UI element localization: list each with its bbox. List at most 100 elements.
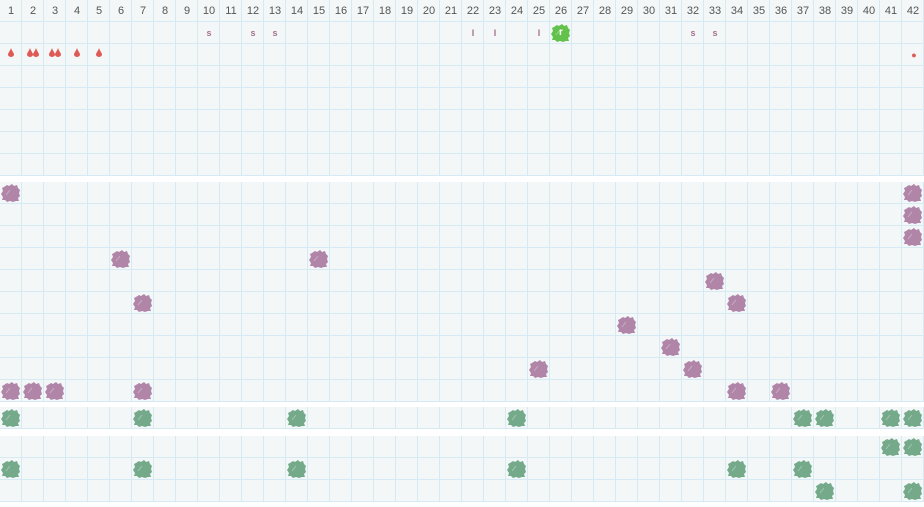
grid-cell[interactable] xyxy=(792,66,814,88)
grid-cell[interactable] xyxy=(418,0,440,22)
grid-cell[interactable] xyxy=(484,314,506,336)
grid-cell[interactable] xyxy=(594,270,616,292)
grid-cell[interactable] xyxy=(462,154,484,176)
grid-cell[interactable] xyxy=(132,480,154,502)
grid-cell[interactable] xyxy=(286,480,308,502)
green-marker[interactable] xyxy=(726,458,748,480)
grid-cell[interactable] xyxy=(286,314,308,336)
grid-cell[interactable] xyxy=(418,407,440,429)
grid-cell[interactable] xyxy=(0,314,22,336)
grid-cell[interactable] xyxy=(308,44,330,66)
grid-cell[interactable] xyxy=(638,66,660,88)
grid-cell[interactable] xyxy=(88,314,110,336)
green-marker[interactable] xyxy=(902,436,924,458)
grid-cell[interactable] xyxy=(616,458,638,480)
grid-cell[interactable] xyxy=(836,110,858,132)
grid-cell[interactable] xyxy=(198,292,220,314)
grid-cell[interactable] xyxy=(506,314,528,336)
grid-cell[interactable] xyxy=(374,154,396,176)
grid-cell[interactable] xyxy=(880,336,902,358)
grid-cell[interactable] xyxy=(858,480,880,502)
grid-cell[interactable] xyxy=(220,480,242,502)
grid-cell[interactable] xyxy=(902,380,924,402)
grid-cell[interactable] xyxy=(176,44,198,66)
grid-cell[interactable] xyxy=(858,154,880,176)
grid-cell[interactable] xyxy=(638,248,660,270)
grid-cell[interactable] xyxy=(242,436,264,458)
grid-cell[interactable] xyxy=(660,358,682,380)
grid-cell[interactable] xyxy=(440,358,462,380)
grid-cell[interactable] xyxy=(110,407,132,429)
grid-cell[interactable] xyxy=(374,436,396,458)
drop-icon[interactable] xyxy=(44,44,66,66)
grid-cell[interactable] xyxy=(638,44,660,66)
grid-cell[interactable] xyxy=(22,380,44,402)
grid-cell[interactable] xyxy=(286,132,308,154)
grid-cell[interactable] xyxy=(308,480,330,502)
grid-cell[interactable] xyxy=(836,0,858,22)
grid-cell[interactable] xyxy=(176,358,198,380)
grid-cell[interactable] xyxy=(198,380,220,402)
grid-cell[interactable] xyxy=(154,436,176,458)
grid-cell[interactable] xyxy=(22,226,44,248)
grid-cell[interactable] xyxy=(770,480,792,502)
grid-cell[interactable] xyxy=(66,204,88,226)
grid-cell[interactable] xyxy=(330,336,352,358)
grid-cell[interactable] xyxy=(682,132,704,154)
grid-cell[interactable] xyxy=(286,110,308,132)
grid-cell[interactable] xyxy=(176,270,198,292)
grid-cell[interactable] xyxy=(352,44,374,66)
grid-cell[interactable] xyxy=(264,88,286,110)
grid-cell[interactable] xyxy=(462,380,484,402)
grid-cell[interactable] xyxy=(264,292,286,314)
grid-cell[interactable] xyxy=(22,110,44,132)
grid-cell[interactable] xyxy=(814,270,836,292)
grid-cell[interactable] xyxy=(308,314,330,336)
grid-cell[interactable] xyxy=(836,132,858,154)
grid-cell[interactable] xyxy=(528,132,550,154)
green-marker[interactable] xyxy=(792,407,814,429)
grid-cell[interactable] xyxy=(88,0,110,22)
grid-cell[interactable] xyxy=(330,226,352,248)
grid-cell[interactable] xyxy=(374,358,396,380)
grid-cell[interactable] xyxy=(198,204,220,226)
grid-cell[interactable] xyxy=(242,458,264,480)
grid-cell[interactable] xyxy=(814,110,836,132)
grid-cell[interactable] xyxy=(308,336,330,358)
grid-cell[interactable] xyxy=(748,226,770,248)
grid-cell[interactable] xyxy=(572,88,594,110)
grid-cell[interactable] xyxy=(154,110,176,132)
grid-cell[interactable] xyxy=(110,270,132,292)
grid-cell[interactable] xyxy=(660,336,682,358)
grid-cell[interactable] xyxy=(682,226,704,248)
grid-cell[interactable] xyxy=(286,66,308,88)
grid-cell[interactable] xyxy=(572,380,594,402)
grid-cell[interactable] xyxy=(154,407,176,429)
grid-cell[interactable] xyxy=(704,248,726,270)
grid-cell[interactable] xyxy=(66,66,88,88)
grid-cell[interactable] xyxy=(440,458,462,480)
grid-cell[interactable] xyxy=(792,182,814,204)
grid-cell[interactable] xyxy=(88,88,110,110)
grid-cell[interactable] xyxy=(0,88,22,110)
grid-cell[interactable] xyxy=(66,154,88,176)
grid-cell[interactable] xyxy=(264,154,286,176)
grid-cell[interactable] xyxy=(242,154,264,176)
grid-cell[interactable] xyxy=(264,226,286,248)
grid-cell[interactable] xyxy=(792,292,814,314)
grid-cell[interactable] xyxy=(264,66,286,88)
grid-cell[interactable] xyxy=(0,436,22,458)
grid-cell[interactable] xyxy=(792,436,814,458)
grid-cell[interactable] xyxy=(396,110,418,132)
grid-cell[interactable] xyxy=(770,436,792,458)
grid-cell[interactable] xyxy=(110,480,132,502)
grid-cell[interactable] xyxy=(462,480,484,502)
grid-cell[interactable] xyxy=(880,436,902,458)
letter-marker[interactable]: s xyxy=(712,28,718,38)
grid-cell[interactable] xyxy=(352,458,374,480)
grid-cell[interactable] xyxy=(0,154,22,176)
grid-cell[interactable] xyxy=(264,407,286,429)
grid-cell[interactable] xyxy=(506,204,528,226)
grid-cell[interactable] xyxy=(704,88,726,110)
grid-cell[interactable] xyxy=(770,182,792,204)
